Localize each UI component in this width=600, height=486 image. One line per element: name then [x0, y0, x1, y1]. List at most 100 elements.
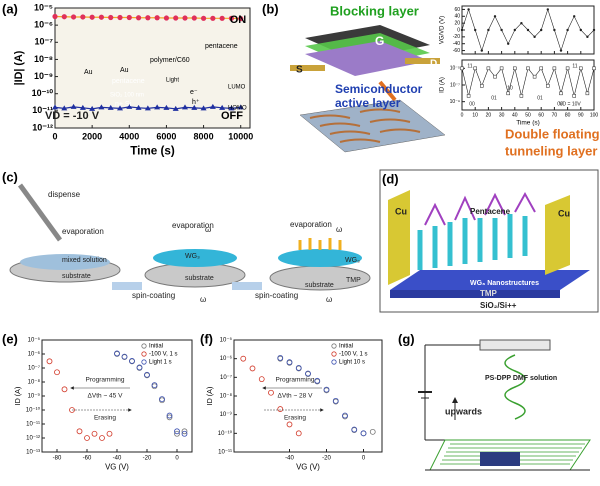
point	[46, 358, 53, 365]
point	[546, 8, 549, 11]
point	[191, 15, 197, 21]
y-axis-label: ID (A)	[205, 387, 214, 406]
legend-marker	[141, 351, 147, 357]
point	[182, 104, 188, 110]
point	[314, 377, 321, 384]
panel-label: (b)	[262, 1, 279, 16]
point	[342, 412, 348, 419]
y-tick-label: 10⁻⁷	[450, 82, 460, 88]
point	[70, 14, 77, 20]
annotation: 11	[467, 63, 472, 69]
point	[154, 104, 161, 110]
y-tick-label: 10⁻⁷	[28, 365, 40, 372]
d-art	[379, 169, 599, 313]
diagram-label: ω	[336, 225, 342, 234]
panel-label: (d)	[382, 171, 399, 186]
point	[286, 359, 293, 366]
point	[80, 14, 86, 20]
point	[107, 104, 114, 110]
x-tick-label: 60	[538, 112, 544, 118]
point	[507, 42, 510, 45]
point	[117, 14, 123, 21]
y-tick-label: 10⁻⁵	[28, 337, 41, 344]
diagram-label: Cu	[558, 208, 570, 218]
point	[191, 104, 198, 110]
point	[99, 435, 105, 441]
x-tick-label: 2000	[82, 131, 102, 141]
y-tick-label: 10⁻¹³	[26, 450, 40, 456]
point	[579, 66, 583, 71]
diagram-label: upwards	[445, 406, 482, 416]
c-art	[9, 183, 371, 291]
x-tick-label: 10	[472, 112, 478, 118]
x-axis-label: VG (V)	[105, 463, 129, 472]
y-tick-label: 10⁻⁵	[220, 337, 233, 344]
point	[126, 103, 133, 109]
y-tick-label: 10⁻¹²	[32, 122, 53, 132]
point	[52, 13, 58, 20]
diagram-label: Cu	[395, 206, 407, 216]
legend-label: Initial	[149, 344, 163, 350]
point	[585, 91, 590, 96]
annotation: ΔVth ~ 45 V	[88, 393, 124, 400]
point	[117, 105, 123, 111]
x-tick-label: -20	[143, 456, 152, 462]
legend-marker	[331, 343, 337, 349]
point	[144, 105, 151, 111]
annotation: OFF	[221, 110, 243, 122]
y-tick-label: 10⁻⁸	[28, 379, 41, 386]
annotation: ΔVth ~ 28 V	[278, 393, 314, 400]
x-tick-label: 0	[175, 456, 179, 462]
panel-label: (f)	[200, 331, 213, 346]
point	[182, 15, 188, 21]
point	[89, 14, 95, 20]
point	[519, 94, 524, 98]
point	[84, 435, 90, 441]
y-tick-label: 10⁻⁷	[220, 374, 232, 381]
point	[493, 74, 497, 79]
point	[200, 105, 207, 111]
point	[61, 14, 67, 20]
x-tick-label: -80	[53, 456, 62, 462]
point	[163, 15, 170, 21]
point	[500, 28, 503, 32]
y-tick-label: 10⁻⁸	[220, 393, 233, 400]
point	[369, 428, 376, 435]
annotation: 00	[557, 101, 563, 107]
x-tick-label: 0	[461, 112, 464, 118]
plot-area	[233, 339, 383, 453]
point	[70, 103, 77, 109]
legend-marker	[141, 343, 147, 349]
point	[219, 15, 225, 21]
point	[166, 414, 173, 421]
point	[76, 428, 83, 435]
y-tick-label: 60	[454, 7, 460, 13]
y-tick-label: 10⁻⁸	[34, 54, 53, 64]
x-tick-label: 10000	[228, 131, 253, 141]
point	[61, 386, 68, 393]
point	[499, 66, 504, 71]
point	[506, 91, 510, 96]
diagram-label: evaporation	[290, 220, 332, 229]
point	[592, 66, 596, 71]
g-art	[418, 339, 591, 471]
point	[552, 66, 557, 71]
point	[286, 421, 293, 428]
point	[135, 104, 142, 110]
point	[166, 412, 173, 419]
diagram-label: TMP	[480, 289, 498, 298]
y-tick-label: 20	[454, 20, 460, 26]
diagram-label: ω	[205, 225, 211, 234]
x-tick-label: 4000	[119, 131, 139, 141]
x-tick-label: 8000	[194, 131, 214, 141]
point	[91, 430, 98, 437]
x-tick-label: -40	[113, 456, 122, 462]
point	[228, 15, 235, 21]
y-tick-label: 10⁻¹⁰	[218, 430, 233, 437]
point	[61, 105, 68, 111]
point	[467, 8, 470, 11]
x-tick-label: 0	[52, 131, 57, 141]
diagram-label: S	[296, 65, 303, 76]
y-tick-label: 10⁻⁹	[450, 99, 460, 105]
point	[126, 14, 132, 21]
